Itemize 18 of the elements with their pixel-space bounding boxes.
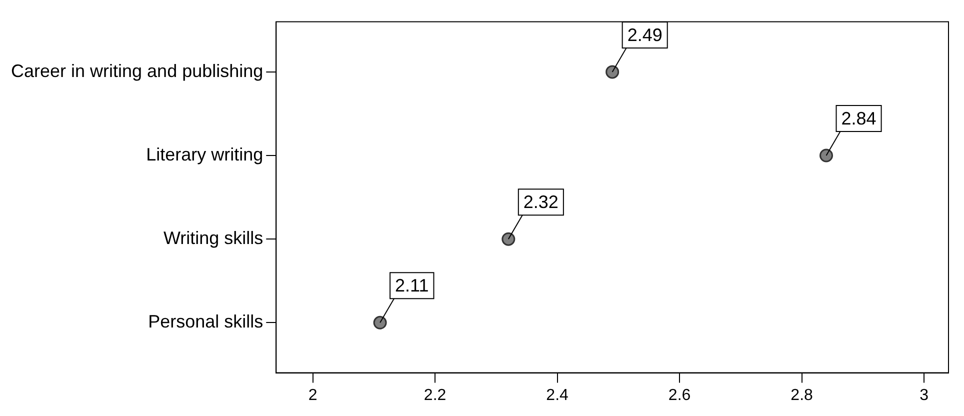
point <box>606 65 620 79</box>
point <box>820 148 834 162</box>
x-tick-label: 2.2 <box>424 386 446 404</box>
x-tick-label: 2 <box>308 386 318 404</box>
y-tick-label: Career in writing and publishing <box>11 60 264 81</box>
y-tick-label: Personal skills <box>148 312 264 332</box>
x-tick-label: 3 <box>920 386 929 404</box>
x-tick-label: 2.6 <box>668 386 691 404</box>
x-tick-label: 2.4 <box>546 386 569 404</box>
y-tick-label: Literary writing <box>146 144 264 164</box>
data-label: 2.32 <box>523 192 558 212</box>
point <box>502 232 516 246</box>
y-tick-label: Writing skills <box>163 228 264 248</box>
x-tick-label: 2.8 <box>790 386 814 404</box>
data-label: 2.11 <box>395 276 429 296</box>
point <box>373 316 387 330</box>
data-label: 2.49 <box>627 24 662 45</box>
data-label: 2.84 <box>841 108 876 128</box>
